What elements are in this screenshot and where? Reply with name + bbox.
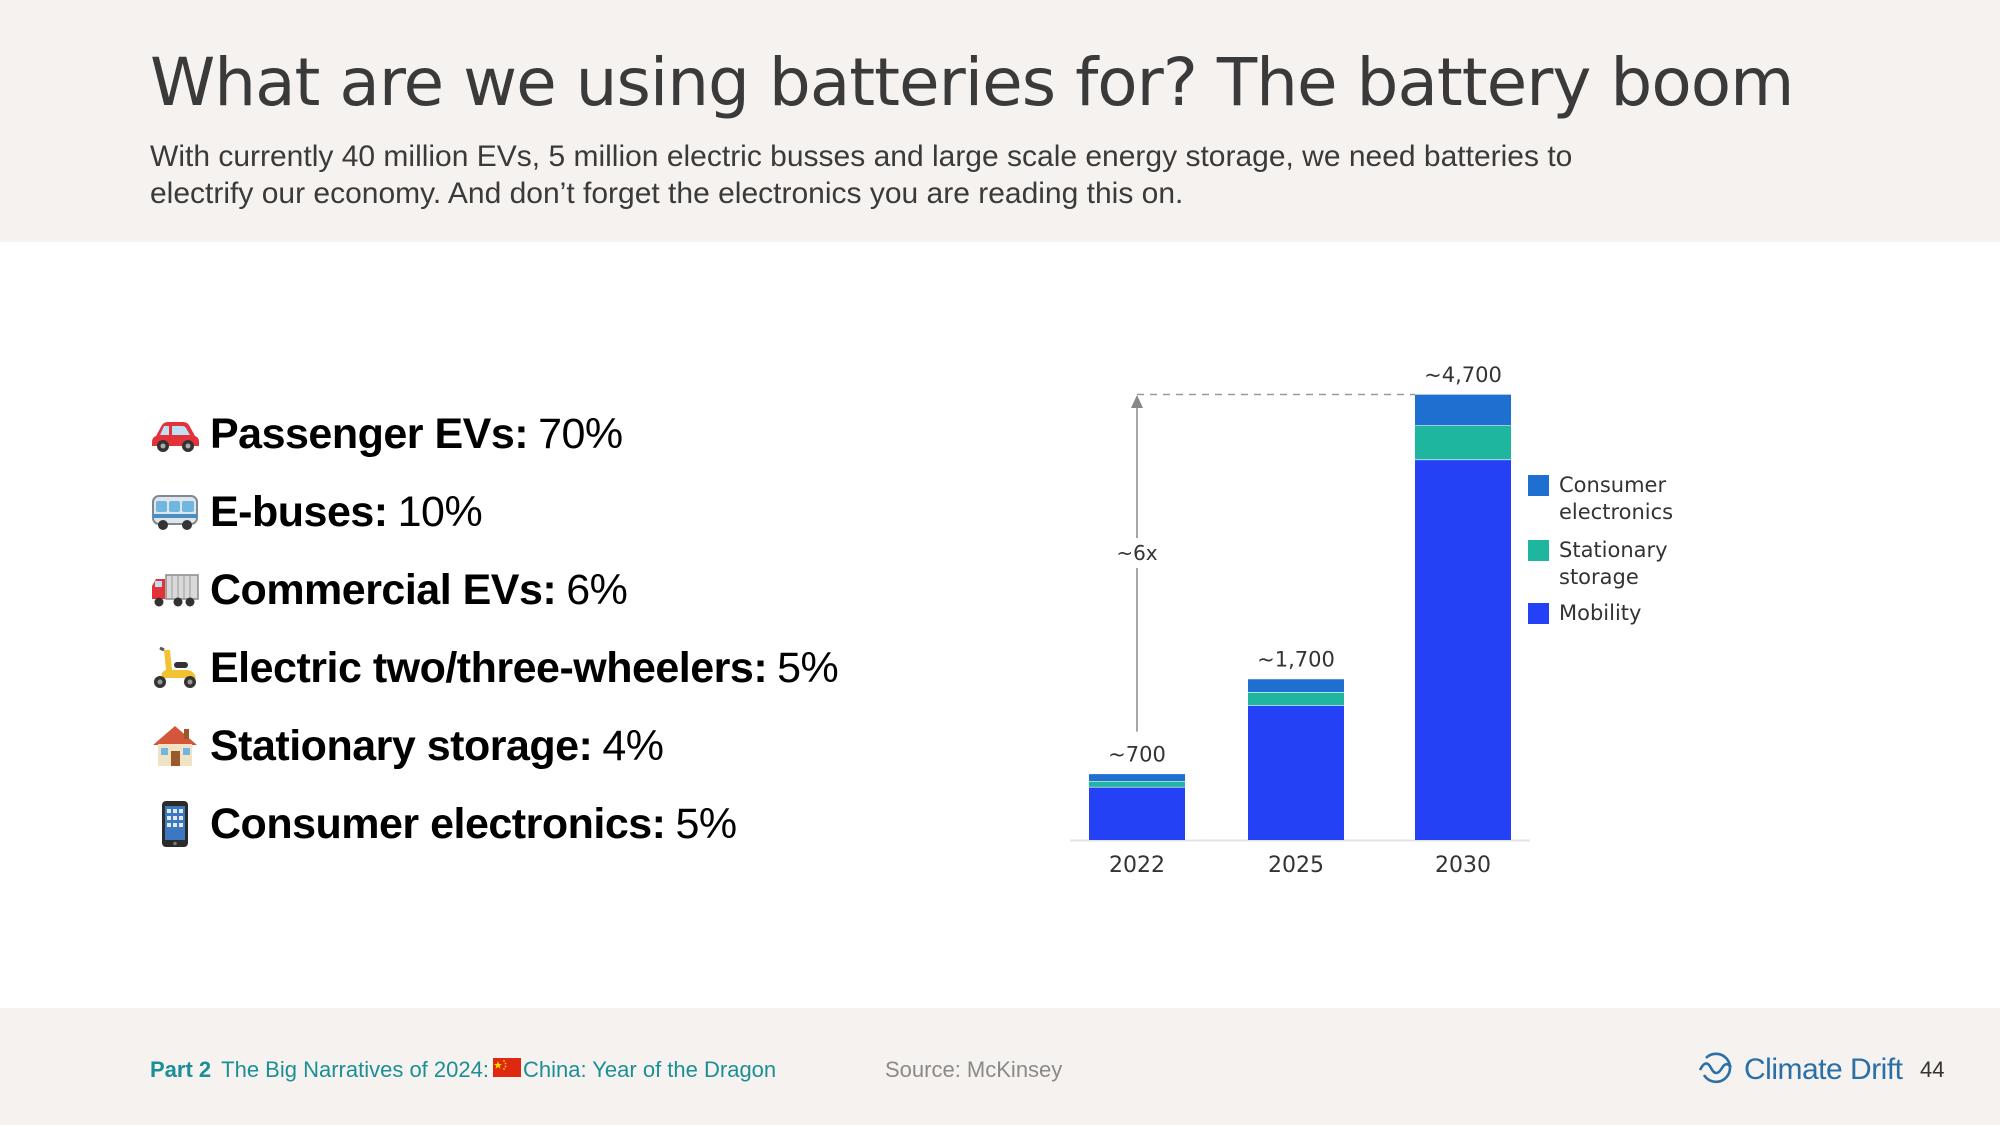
page-number: 44 (1920, 1057, 1945, 1082)
brand-logo: Climate Drift (1698, 1048, 1903, 1091)
list-item: Passenger EVs: 70% (150, 395, 838, 473)
bar-total-label: ~4,700 (1424, 363, 1502, 387)
footer-section: Part 2 The Big Narratives of 2024: China… (150, 1057, 776, 1083)
truck-icon (150, 570, 210, 610)
bar-segment-mobility (1248, 705, 1344, 840)
house-icon (150, 723, 210, 769)
list-item: Stationary storage: 4% (150, 707, 838, 785)
legend-swatch (1528, 475, 1549, 496)
bar-segment-consumer-electronics (1248, 678, 1344, 692)
bar-segment-stationary-storage (1248, 691, 1344, 706)
legend-swatch (1528, 540, 1549, 561)
legend-label: Stationary (1559, 538, 1668, 562)
legend-label: storage (1559, 565, 1639, 589)
list-item-label: Electric two/three-wheelers: (210, 643, 768, 692)
china-flag-icon (492, 1057, 521, 1083)
footer-chapter: China: Year of the Dragon (522, 1057, 777, 1082)
x-tick-label: 2022 (1109, 853, 1165, 878)
legend-label: Mobility (1559, 601, 1641, 625)
list-item-label: Passenger EVs: (210, 409, 529, 458)
bar-segment-consumer-electronics (1415, 394, 1511, 426)
bar-segment-consumer-electronics (1089, 773, 1185, 782)
bar-segment-mobility (1089, 786, 1185, 840)
list-item: Consumer electronics: 5% (150, 785, 838, 863)
bar-segment-stationary-storage (1415, 425, 1511, 460)
growth-annotation-label: ~6x (1116, 541, 1157, 565)
source-note: Source: McKinsey (885, 1057, 1063, 1082)
list-item: Electric two/three-wheelers: 5% (150, 629, 839, 707)
brand-name: Climate Drift (1744, 1052, 1903, 1086)
list-item-label: Consumer electronics: (210, 799, 666, 848)
scooter-icon (150, 646, 210, 690)
header: What are we using batteries for? The bat… (0, 0, 2000, 242)
footer: Part 2 The Big Narratives of 2024: China… (0, 1008, 2000, 1125)
bar-segment-stationary-storage (1089, 781, 1185, 787)
x-tick-label: 2030 (1435, 853, 1491, 878)
usage-list: Passenger EVs: 70% E-buses: 10% (150, 395, 839, 863)
list-item-label: Commercial EVs: (210, 565, 557, 614)
page-title: What are we using batteries for? The bat… (150, 44, 1794, 121)
list-item: E-buses: 10% (150, 473, 838, 551)
footer-series-title: The Big Narratives of 2024: (221, 1057, 489, 1082)
annotation-background (1117, 538, 1157, 568)
legend-label: Consumer (1559, 473, 1666, 497)
legend-label: electronics (1559, 500, 1673, 524)
list-item-label: Stationary storage: (210, 721, 593, 770)
bar-total-label: ~700 (1108, 743, 1166, 767)
phone-icon (150, 800, 210, 848)
car-icon (150, 414, 210, 454)
page-subtitle: With currently 40 million EVs, 5 million… (150, 140, 1573, 210)
list-item-value: 5% (675, 799, 737, 848)
bus-icon (150, 492, 210, 532)
list-item: Commercial EVs: 6% (150, 551, 838, 629)
growth-arrow-head (1131, 395, 1143, 408)
list-item-value: 6% (566, 565, 628, 614)
list-item-label: E-buses: (210, 487, 388, 536)
battery-demand-chart: ~700 2022 ~1,700 2025 ~4,700 2030 ~6x Consumer e… (1070, 363, 1673, 878)
legend-swatch (1528, 603, 1549, 624)
bar-segment-mobility (1415, 459, 1511, 840)
list-item-value: 10% (397, 487, 483, 536)
bar-total-label: ~1,700 (1257, 648, 1335, 672)
list-item-value: 70% (538, 409, 623, 458)
list-item-value: 5% (777, 643, 839, 692)
footer-part-label: Part 2 (150, 1057, 212, 1082)
climate-drift-logo-icon (1698, 1048, 1736, 1091)
list-item-value: 4% (602, 721, 664, 770)
x-tick-label: 2025 (1268, 853, 1324, 878)
